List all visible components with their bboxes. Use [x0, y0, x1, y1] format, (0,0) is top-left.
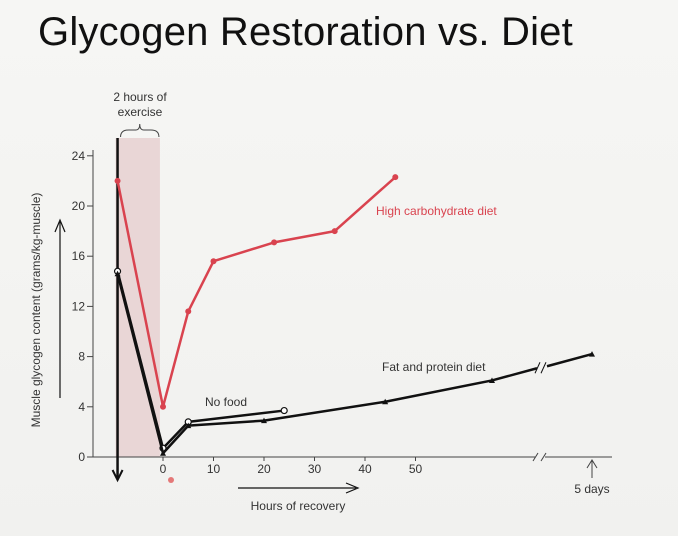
x-tick-label: 30: [308, 462, 322, 476]
x-tick-label: 20: [257, 462, 271, 476]
series-line-segment: [546, 352, 593, 368]
x-axis-break-mark: [540, 452, 547, 462]
exercise-annotation-line: exercise: [118, 105, 163, 119]
data-point: [185, 422, 192, 429]
series-break-mark: [534, 362, 541, 374]
data-point: [160, 403, 166, 410]
data-point: [382, 398, 389, 405]
series-label-high-carb: High carbohydrate diet: [376, 204, 497, 218]
data-point: [331, 228, 338, 235]
data-point: [261, 417, 267, 424]
x-axis-title: Hours of recovery: [251, 499, 346, 513]
series-line-segment: [491, 367, 538, 382]
x-tick-label: 50: [409, 462, 423, 476]
data-point: [489, 377, 495, 383]
x-axis-break-mark: [532, 452, 539, 462]
data-point: [185, 308, 192, 315]
data-point: [210, 258, 217, 265]
cursor-dot: [168, 477, 174, 483]
series-line: [116, 273, 493, 455]
y-axis-arrow-head: [54, 218, 66, 233]
data-point: [114, 177, 121, 184]
series-label-fat-protein: Fat and protein diet: [382, 360, 486, 374]
five-days-label: 5 days: [574, 482, 609, 496]
y-tick-label: 12: [72, 299, 86, 313]
x-tick-label: 0: [160, 462, 167, 476]
y-tick-label: 0: [78, 450, 85, 464]
y-axis-title: Muscle glycogen content (grams/kg-muscle…: [29, 193, 43, 428]
series-label-no-food: No food: [205, 395, 247, 409]
y-tick-label: 8: [78, 350, 85, 364]
x-tick-label: 40: [358, 462, 372, 476]
data-point: [589, 351, 595, 357]
five-days-arrow-head: [586, 459, 598, 469]
page-title: Glycogen Restoration vs. Diet: [38, 10, 573, 54]
y-tick-label: 24: [72, 149, 86, 163]
exercise-brace: [120, 123, 160, 138]
series-break-mark: [540, 362, 547, 374]
y-tick-label: 16: [72, 249, 86, 263]
data-point: [160, 450, 166, 456]
exercise-annotation-line: 2 hours of: [113, 90, 167, 104]
data-point: [114, 270, 121, 277]
x-axis-arrow-head: [345, 482, 360, 494]
data-point: [271, 239, 278, 246]
x-tick-label: 10: [207, 462, 221, 476]
y-tick-label: 4: [78, 400, 85, 414]
data-point: [392, 174, 399, 181]
exercise-down-arrow: [111, 469, 124, 483]
y-tick-label: 20: [72, 199, 86, 213]
data-point: [280, 406, 288, 415]
